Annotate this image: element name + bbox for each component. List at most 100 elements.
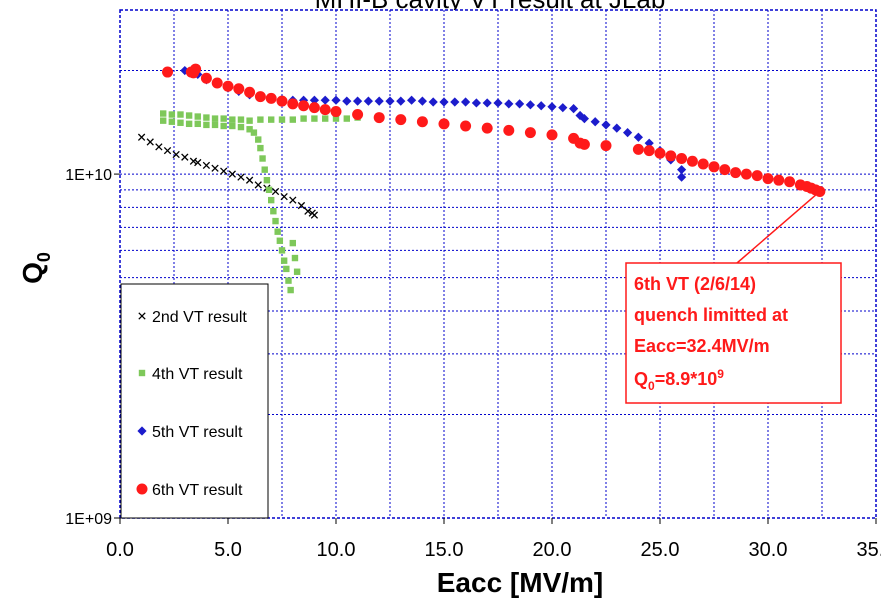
data-point [784,176,796,188]
data-point [255,136,262,143]
data-point [676,153,688,165]
data-point [265,186,273,194]
data-point [311,115,318,122]
data-point [137,133,146,141]
data-point [194,158,202,167]
data-point [569,104,579,114]
data-point [278,247,286,254]
svg-text:Q0: Q0 [17,252,54,284]
data-point [233,83,245,95]
data-point [299,95,309,105]
data-point [385,96,395,106]
data-point [438,118,450,130]
data-point [220,115,227,122]
data-point [708,161,720,173]
series-2 [160,110,361,294]
legend-marker [138,312,146,320]
data-point [257,116,264,123]
data-point [220,167,228,175]
data-point [289,116,296,123]
data-point [280,192,288,201]
data-point [374,96,384,106]
annotation-quench: 6th VT (2/6/14) quench limitted at Eacc=… [625,190,842,404]
data-point [268,196,275,204]
data-point [211,121,219,129]
data-point [439,97,449,107]
data-point [395,114,407,126]
data-point [536,101,546,111]
data-point [168,118,176,125]
data-point [697,158,709,170]
data-point [229,122,236,130]
data-point [203,121,210,129]
y-tick-label: 1E+09 [65,511,112,528]
data-point [504,99,514,109]
data-point [493,98,503,108]
legend-marker [137,426,147,436]
x-tick-label: 0.0 [106,539,134,561]
data-point [189,157,198,165]
data-point [450,97,460,107]
legend-marker [136,483,148,495]
x-tick-label: 35.0 [857,539,881,561]
annotation-line-1: 6th VT (2/6/14) [634,274,756,294]
data-point [417,96,427,106]
data-point [320,95,330,105]
data-point [211,164,219,172]
data-point [280,257,288,264]
data-point [287,286,294,294]
x-tick-label: 5.0 [214,539,242,561]
data-point [194,120,201,128]
data-point [503,124,515,136]
data-point [686,155,698,167]
data-point [481,122,493,134]
data-point [211,77,223,89]
data-point [578,138,590,150]
data-point [407,95,417,105]
series-layer [137,63,826,294]
data-point [254,181,262,189]
data-point [310,211,319,219]
data-point [677,165,687,175]
x-tick-label: 10.0 [317,539,356,561]
data-point [601,120,611,130]
data-point [740,168,752,180]
data-point [353,96,363,106]
data-point [515,99,525,109]
legend-marker [138,369,146,377]
data-point [263,176,271,184]
data-point [546,129,558,141]
data-point [643,145,655,157]
data-point [396,96,406,106]
series-1 [137,133,319,219]
data-point [654,147,666,159]
data-point [461,97,471,107]
data-point [172,150,180,159]
x-tick-label: 15.0 [425,539,464,561]
legend-label: 4th VT result [152,366,243,383]
data-point [330,106,342,118]
data-point [416,116,428,128]
series-4 [162,63,826,197]
data-point [194,113,201,120]
data-point [272,217,279,225]
data-point [202,161,211,170]
data-point [259,155,266,162]
data-point [283,265,290,273]
data-point [623,128,633,138]
legend: 2nd VT result 4th VT result 5th VT result 6… [120,283,269,519]
data-point [460,120,472,132]
data-point [185,112,193,119]
x-axis-title: Eacc [MV/m] [437,567,604,598]
data-point [265,92,277,104]
data-point [304,207,312,215]
data-point [163,146,172,155]
data-point [762,173,774,185]
data-point [244,86,256,98]
x-tick-label: 25.0 [641,539,680,561]
data-point [644,138,654,148]
data-point [261,166,268,173]
data-point [719,164,731,176]
data-point [185,120,193,128]
